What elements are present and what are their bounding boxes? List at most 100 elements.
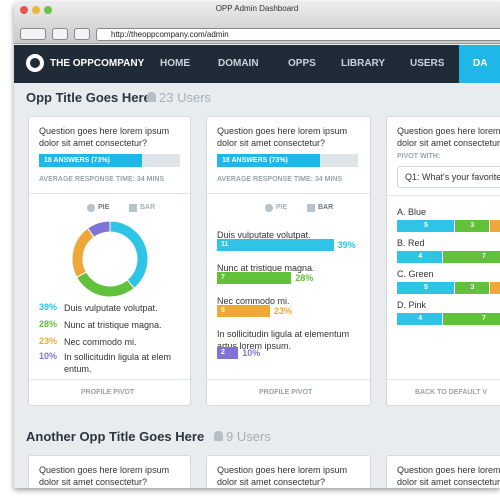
- nav-item[interactable]: OPPS: [288, 58, 316, 69]
- donut-segment: [109, 220, 149, 289]
- share-button[interactable]: [74, 28, 90, 40]
- footer-link[interactable]: BACK TO DEFAULT V: [415, 389, 488, 396]
- bar-percent: 39%: [337, 240, 356, 250]
- category-label: B. Red: [397, 238, 425, 248]
- user-icon: [214, 431, 223, 441]
- nav-item[interactable]: USERS: [410, 58, 445, 69]
- divider: [29, 193, 190, 194]
- bar-value: 11: [221, 241, 229, 248]
- toggle-option[interactable]: PIE: [98, 204, 110, 211]
- progress-fill: [217, 154, 320, 167]
- donut-segment: [76, 271, 135, 298]
- segment-value: 3: [470, 222, 475, 229]
- toggle-option[interactable]: BAR: [318, 204, 334, 211]
- bar: [217, 305, 270, 317]
- category-label: C. Green: [397, 269, 434, 279]
- segment-value: 5: [424, 284, 428, 291]
- stacked-segment: [455, 220, 490, 232]
- divider: [207, 379, 370, 380]
- card: Question goes here lorem ipsum dolor sit…: [206, 455, 371, 488]
- legend-value: 39%: [39, 302, 58, 312]
- question: Question goes here lorem ipsum dolor sit…: [217, 465, 348, 487]
- question: Question goes here lorem ipsum dolor sit…: [217, 126, 348, 148]
- segment-value: 4: [418, 253, 423, 260]
- brand: THE OPPCOMPANY: [50, 58, 145, 69]
- stacked-segment: [397, 251, 444, 263]
- bar-value: 5: [221, 307, 225, 314]
- browser-window: OPP Admin Dashboard http://theoppcompany…: [14, 2, 500, 488]
- bar: [217, 239, 334, 251]
- progress-fill: [39, 154, 142, 167]
- card: Question goes here lorem ipsum dolor sit…: [28, 455, 191, 488]
- zoom-button[interactable]: [44, 6, 52, 14]
- user-count: 9 Users: [226, 429, 271, 444]
- toggle-icon[interactable]: [307, 204, 315, 212]
- url-bar[interactable]: http://theoppcompany.com/admin: [96, 28, 500, 41]
- category-label: A. Blue: [397, 207, 427, 217]
- toggle-icon[interactable]: [129, 204, 137, 212]
- nav-item[interactable]: DA: [473, 58, 488, 69]
- section-title: Another Opp Title Goes Here: [26, 429, 205, 444]
- progress-label: 18 ANSWERS (73%): [44, 157, 110, 164]
- stacked-segment: [397, 313, 444, 325]
- stacked-segment: [443, 313, 500, 325]
- question: Question goes here lorem ipsum dolor sit…: [397, 126, 500, 148]
- card: Question goes here lorem ipsum dolor sit…: [28, 116, 191, 406]
- legend-label: In sollicitudin ligula at elem entum.: [64, 352, 172, 374]
- segment-value: 7: [482, 253, 486, 260]
- footer-link[interactable]: PROFILE PIVOT: [81, 389, 135, 396]
- divider: [29, 379, 190, 380]
- bar-percent: 10%: [242, 348, 261, 358]
- logo: [26, 54, 44, 72]
- cloud-button[interactable]: [52, 28, 68, 40]
- minimize-button[interactable]: [32, 6, 40, 14]
- nav-item[interactable]: DOMAIN: [218, 58, 259, 69]
- toggle-icon[interactable]: [87, 204, 95, 212]
- toggle-icon[interactable]: [265, 204, 273, 212]
- question: Question goes here lorem ipsum dolor sit…: [39, 465, 170, 487]
- legend-value: 10%: [39, 351, 58, 361]
- progress-label: 18 ANSWERS (73%): [222, 157, 288, 164]
- stacked-segment: [489, 220, 500, 232]
- nav-item[interactable]: HOME: [160, 58, 190, 69]
- pivot-select[interactable]: Q1: What's your favorite: [397, 166, 500, 188]
- card: Question goes here lorem ipsum dolor sit…: [386, 116, 500, 406]
- legend-label: Duis vulputate volutpat.: [64, 303, 158, 313]
- toggle-option[interactable]: BAR: [140, 204, 156, 211]
- footer-link[interactable]: PROFILE PIVOT: [259, 389, 313, 396]
- segment-value: 7: [482, 315, 486, 322]
- legend-value: 28%: [39, 319, 58, 329]
- nav-item-active[interactable]: [459, 45, 500, 83]
- bar-label: Nunc at tristique magna.: [217, 263, 315, 273]
- divider: [387, 379, 500, 380]
- bar-value: 2: [221, 349, 225, 356]
- legend-label: Nec commodo mi.: [64, 337, 137, 347]
- question: Question goes here lorem ipsum dolor sit…: [39, 126, 170, 148]
- nav-item[interactable]: LIBRARY: [341, 58, 386, 69]
- bar-percent: 23%: [274, 306, 293, 316]
- stacked-segment: [489, 282, 500, 294]
- stacked-segment: [397, 282, 455, 294]
- legend-value: 23%: [39, 336, 58, 346]
- segment-value: 5: [424, 222, 428, 229]
- response-time: AVERAGE RESPONSE TIME: 34 MINS: [39, 176, 165, 183]
- bar-label: Duis vulputate volutpat.: [217, 230, 311, 240]
- stacked-segment: [443, 251, 500, 263]
- donut-chart: [71, 220, 149, 298]
- back-forward-buttons[interactable]: [20, 28, 46, 40]
- stacked-segment: [397, 220, 455, 232]
- bar: [217, 272, 292, 284]
- card: Question goes here lorem ipsum dolor sit…: [206, 116, 371, 406]
- user-icon: [147, 92, 156, 102]
- close-button[interactable]: [20, 6, 28, 14]
- segment-value: 3: [470, 284, 475, 291]
- legend-label: Nunc at tristique magna.: [64, 320, 162, 330]
- donut-segment: [71, 227, 95, 278]
- question: Question goes here lorem ipsum dolor sit…: [397, 465, 500, 487]
- window-title: OPP Admin Dashboard: [215, 4, 299, 13]
- divider: [207, 193, 370, 194]
- divider: [387, 195, 500, 196]
- toggle-option[interactable]: PIE: [276, 204, 288, 211]
- segment-value: 4: [418, 315, 423, 322]
